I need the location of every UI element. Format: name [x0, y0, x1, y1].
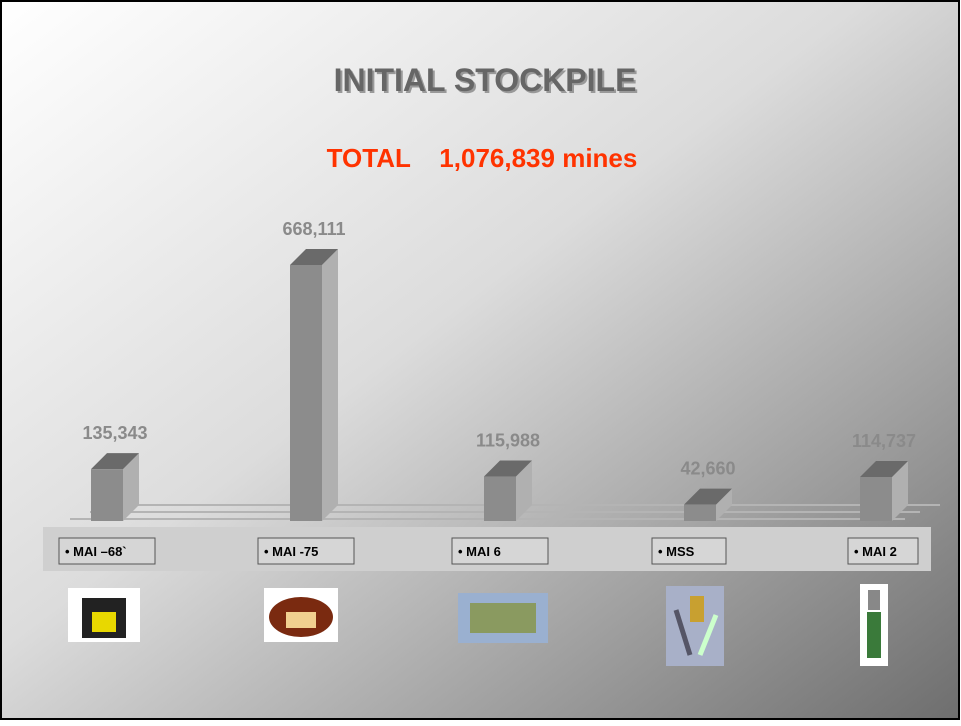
bar-side: [322, 249, 338, 521]
data-label: 115,988: [476, 431, 540, 451]
data-label: 114,737: [852, 431, 916, 451]
x-tick-label: • MAI 2: [854, 544, 897, 559]
chart-title: INITIAL STOCKPILE: [334, 62, 637, 98]
data-label: 135,343: [82, 423, 147, 443]
x-tick-label: • MAI -75: [264, 544, 318, 559]
x-tick-label: • MAI 6: [458, 544, 501, 559]
slide: INITIAL STOCKPILE INITIAL STOCKPILE TOTA…: [0, 0, 961, 721]
bar: [290, 265, 322, 521]
data-label: 42,660: [680, 459, 735, 479]
bar: [484, 477, 516, 521]
bar: [91, 469, 123, 521]
x-tick-label: • MAI –68`: [65, 544, 127, 559]
x-tick-label: • MSS: [658, 544, 695, 559]
bar: [860, 477, 892, 521]
subtitle: TOTAL 1,076,839 mines: [327, 143, 638, 173]
data-label: 668,111: [282, 219, 345, 239]
bar: [684, 505, 716, 521]
